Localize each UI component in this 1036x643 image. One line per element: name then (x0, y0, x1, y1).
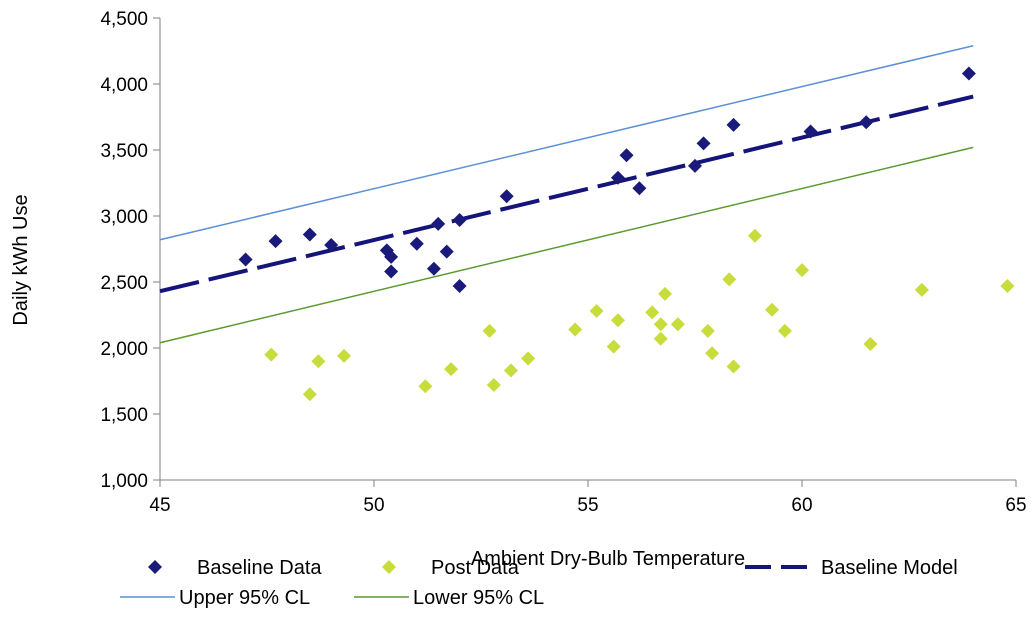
legend-item-upper-95-cl: Upper 95% CL (120, 587, 310, 609)
baseline-data-point (384, 249, 399, 264)
baseline-data-point (302, 227, 317, 242)
post-data-point (863, 337, 878, 352)
post-data-point (658, 286, 673, 301)
baseline-data-point (431, 216, 446, 231)
baseline-data-point (499, 189, 514, 204)
data-points (238, 66, 1015, 402)
y-tick-label: 2,000 (100, 339, 148, 360)
x-tick-label: 50 (363, 495, 384, 516)
post-data-point (606, 339, 621, 354)
y-tick-label: 4,500 (100, 9, 148, 30)
baseline-data-point (426, 261, 441, 276)
post-data-point (914, 282, 929, 297)
post-data-point (482, 323, 497, 338)
baseline-data-point (452, 278, 467, 293)
post-data-point (568, 322, 583, 337)
y-tick-label: 2,500 (100, 273, 148, 294)
post-data-point (521, 351, 536, 366)
post-data-point (486, 377, 501, 392)
baseline-data-point (324, 238, 339, 253)
baseline-data-point (268, 234, 283, 249)
baseline-data-point (384, 264, 399, 279)
post-data-point (795, 263, 809, 278)
baseline-data-point (859, 115, 874, 130)
legend-item-baseline-model: Baseline Model (745, 557, 958, 579)
post-data-point (444, 362, 459, 377)
legend-item-lower-95-cl: Lower 95% CL (354, 587, 544, 609)
post-data-point (705, 346, 720, 361)
post-data-point (777, 323, 792, 338)
baseline-data-point (610, 170, 625, 185)
upper-95-cl-line (159, 44, 974, 241)
legend-label: Lower 95% CL (413, 587, 544, 609)
post-data-point (747, 228, 762, 243)
y-tick-label: 1,500 (100, 405, 148, 426)
legend-item-post-data: Post Data (382, 557, 520, 579)
post-data-point (1000, 278, 1015, 293)
baseline-model-line (159, 94, 974, 294)
y-tick-label: 3,500 (100, 141, 148, 162)
baseline-data-point (632, 181, 647, 196)
post-data-point (418, 379, 433, 394)
legend-label: Post Data (431, 557, 520, 579)
baseline-data-point (961, 66, 976, 81)
legend-label: Baseline Data (197, 557, 322, 579)
post-data-point (653, 331, 668, 346)
post-data-point (589, 304, 604, 319)
y-axis-ticks: 1,000 1,500 2,000 2,500 3,000 3,500 4,000 4,500 (100, 9, 160, 492)
legend-label: Baseline Model (821, 557, 958, 579)
post-data-point (610, 313, 625, 328)
x-tick-label: 60 (791, 495, 812, 516)
post-data-point (645, 305, 660, 320)
x-tick-label: 55 (577, 495, 598, 516)
post-data-point (670, 317, 685, 332)
y-tick-label: 4,000 (100, 75, 148, 96)
legend-item-baseline-data: Baseline Data (148, 557, 322, 579)
legend: Baseline Data Post Data Baseline Model Uppe… (120, 557, 958, 609)
y-tick-label: 3,000 (100, 207, 148, 228)
x-axis-ticks: 45 50 55 60 65 (149, 480, 1027, 516)
x-tick-label: 65 (1005, 495, 1026, 516)
y-axis-label: Daily kWh Use (10, 194, 32, 325)
legend-label: Upper 95% CL (179, 587, 310, 609)
y-tick-label: 1,000 (100, 471, 148, 492)
baseline-data-point (238, 252, 253, 267)
baseline-data-point (726, 117, 741, 132)
baseline-data-point (619, 148, 634, 163)
baseline-data-point (452, 212, 467, 227)
post-data-point (264, 347, 279, 362)
post-data-point (700, 323, 715, 338)
post-data-point (722, 272, 737, 287)
post-data-point (311, 354, 326, 369)
baseline-data-point (688, 158, 702, 173)
post-data-point (302, 387, 317, 402)
legend-marker-diamond-icon (148, 560, 162, 574)
x-axis-label: Ambient Dry-Bulb Temperature (471, 548, 745, 570)
baseline-data-point (803, 124, 818, 139)
post-data-point (765, 302, 780, 317)
baseline-data-point (696, 136, 711, 151)
baseline-data-point (409, 236, 424, 251)
post-data-point (337, 348, 352, 363)
plot-area: 1,000 1,500 2,000 2,500 3,000 3,500 4,000 4,500… (100, 9, 1026, 516)
model-lines (159, 44, 974, 344)
post-data-point (653, 317, 668, 332)
post-data-point (503, 363, 518, 378)
x-tick-label: 45 (149, 495, 170, 516)
legend-marker-diamond-icon (382, 560, 396, 574)
lower-95-cl-line (159, 146, 974, 344)
post-data-point (726, 359, 741, 374)
baseline-data-point (439, 244, 454, 259)
